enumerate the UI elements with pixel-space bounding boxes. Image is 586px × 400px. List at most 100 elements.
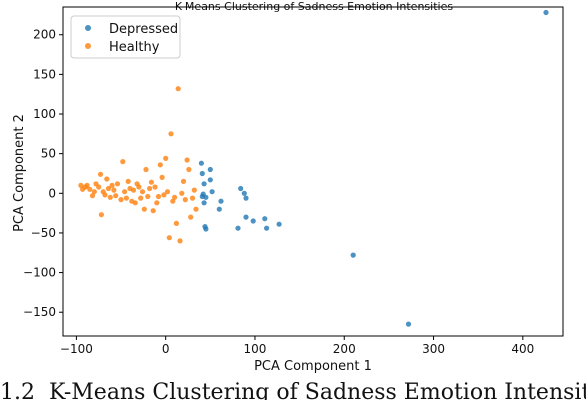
point-depressed-18: [243, 214, 249, 220]
point-healthy-51: [173, 220, 179, 226]
point-healthy-36: [147, 185, 153, 192]
y-tick-label: 150: [33, 67, 56, 81]
point-depressed-8: [203, 226, 209, 232]
x-tick-label: 0: [162, 342, 170, 356]
legend-marker-healthy: [85, 43, 91, 49]
point-healthy-0: [78, 182, 84, 188]
point-depressed-4: [201, 200, 207, 206]
y-axis-label: PCA Component 2: [12, 114, 27, 232]
y-tick-label: −150: [23, 305, 56, 319]
point-healthy-57: [184, 157, 190, 163]
point-depressed-12: [216, 206, 222, 212]
point-healthy-32: [139, 189, 146, 195]
point-healthy-31: [138, 195, 144, 201]
point-depressed-5: [203, 194, 209, 200]
point-depressed-25: [543, 9, 549, 16]
point-depressed-16: [241, 190, 247, 196]
point-healthy-54: [179, 190, 185, 196]
point-healthy-6: [91, 189, 97, 195]
point-healthy-4: [87, 186, 93, 192]
point-healthy-8: [96, 184, 102, 190]
point-depressed-10: [207, 177, 213, 183]
point-healthy-39: [152, 184, 158, 190]
point-healthy-27: [130, 187, 137, 193]
x-axis-ticks: −100 0 100 200 300 400: [60, 336, 534, 356]
x-tick-label: −100: [60, 342, 93, 356]
point-healthy-62: [193, 206, 199, 212]
caption-text: K-Means Clustering of Sadness Emotion In…: [49, 382, 586, 400]
point-healthy-23: [123, 195, 129, 201]
point-healthy-53: [177, 238, 183, 244]
y-tick-label: −100: [23, 266, 56, 280]
point-healthy-5: [89, 193, 96, 199]
point-healthy-24: [125, 178, 131, 184]
x-tick-label: 100: [244, 342, 267, 356]
points-layer: [78, 9, 549, 327]
point-depressed-9: [207, 166, 213, 173]
point-healthy-59: [188, 214, 194, 220]
point-depressed-1: [199, 170, 205, 177]
point-healthy-48: [168, 131, 174, 137]
y-tick-label: 200: [33, 28, 56, 42]
point-healthy-10: [98, 212, 104, 218]
point-depressed-11: [209, 189, 215, 195]
point-healthy-55: [180, 178, 187, 184]
point-depressed-20: [262, 216, 268, 222]
point-healthy-15: [107, 194, 113, 200]
point-healthy-13: [104, 176, 110, 182]
caption-prefix: 1.2: [0, 382, 35, 400]
point-healthy-19: [114, 181, 121, 187]
point-healthy-9: [97, 171, 104, 177]
point-healthy-58: [186, 166, 192, 173]
point-healthy-60: [189, 195, 196, 201]
plot-frame: [62, 6, 564, 337]
point-healthy-35: [145, 193, 151, 200]
point-healthy-34: [143, 166, 149, 173]
x-tick-label: 300: [422, 342, 445, 356]
point-depressed-17: [243, 195, 249, 201]
point-depressed-0: [198, 160, 204, 166]
y-tick-label: 0: [48, 186, 56, 200]
point-healthy-44: [161, 192, 167, 198]
point-healthy-30: [136, 184, 142, 190]
x-axis-label: PCA Component 1: [254, 359, 372, 374]
point-healthy-14: [105, 185, 112, 192]
point-healthy-52: [175, 86, 181, 92]
x-tick-label: 200: [333, 342, 356, 356]
point-depressed-13: [218, 198, 224, 204]
point-healthy-37: [148, 179, 154, 185]
point-depressed-15: [238, 185, 244, 192]
legend-label-depressed: Depressed: [109, 22, 178, 37]
point-healthy-3: [84, 182, 90, 188]
point-healthy-46: [164, 189, 171, 195]
legend-box: [70, 15, 181, 59]
point-healthy-21: [120, 159, 126, 165]
point-healthy-28: [132, 200, 138, 206]
y-tick-label: −50: [31, 226, 56, 240]
point-depressed-21: [264, 225, 270, 231]
point-depressed-23: [350, 252, 356, 258]
point-healthy-40: [154, 200, 160, 206]
point-healthy-12: [102, 192, 108, 198]
point-healthy-22: [122, 189, 128, 195]
legend: Depressed Healthy: [70, 15, 181, 59]
point-healthy-16: [109, 182, 115, 188]
figure-caption: 1.2 K-Means Clustering of Sadness Emotio…: [0, 382, 586, 400]
point-depressed-14: [235, 225, 241, 231]
point-depressed-22: [276, 221, 282, 227]
point-healthy-56: [182, 197, 188, 203]
point-depressed-24: [405, 321, 412, 327]
point-healthy-20: [118, 197, 124, 203]
point-healthy-50: [172, 194, 178, 200]
point-depressed-19: [250, 218, 256, 224]
point-healthy-49: [170, 198, 176, 204]
y-tick-label: 100: [33, 107, 56, 121]
legend-label-healthy: Healthy: [109, 40, 160, 55]
point-healthy-42: [157, 162, 163, 168]
point-depressed-6: [201, 181, 207, 187]
scatter-chart: K-Means Clustering of Sadness Emotion In…: [12, 0, 564, 374]
y-tick-label: 50: [41, 147, 56, 161]
point-healthy-47: [166, 235, 172, 241]
point-healthy-41: [155, 193, 162, 200]
legend-marker-depressed: [85, 25, 91, 31]
